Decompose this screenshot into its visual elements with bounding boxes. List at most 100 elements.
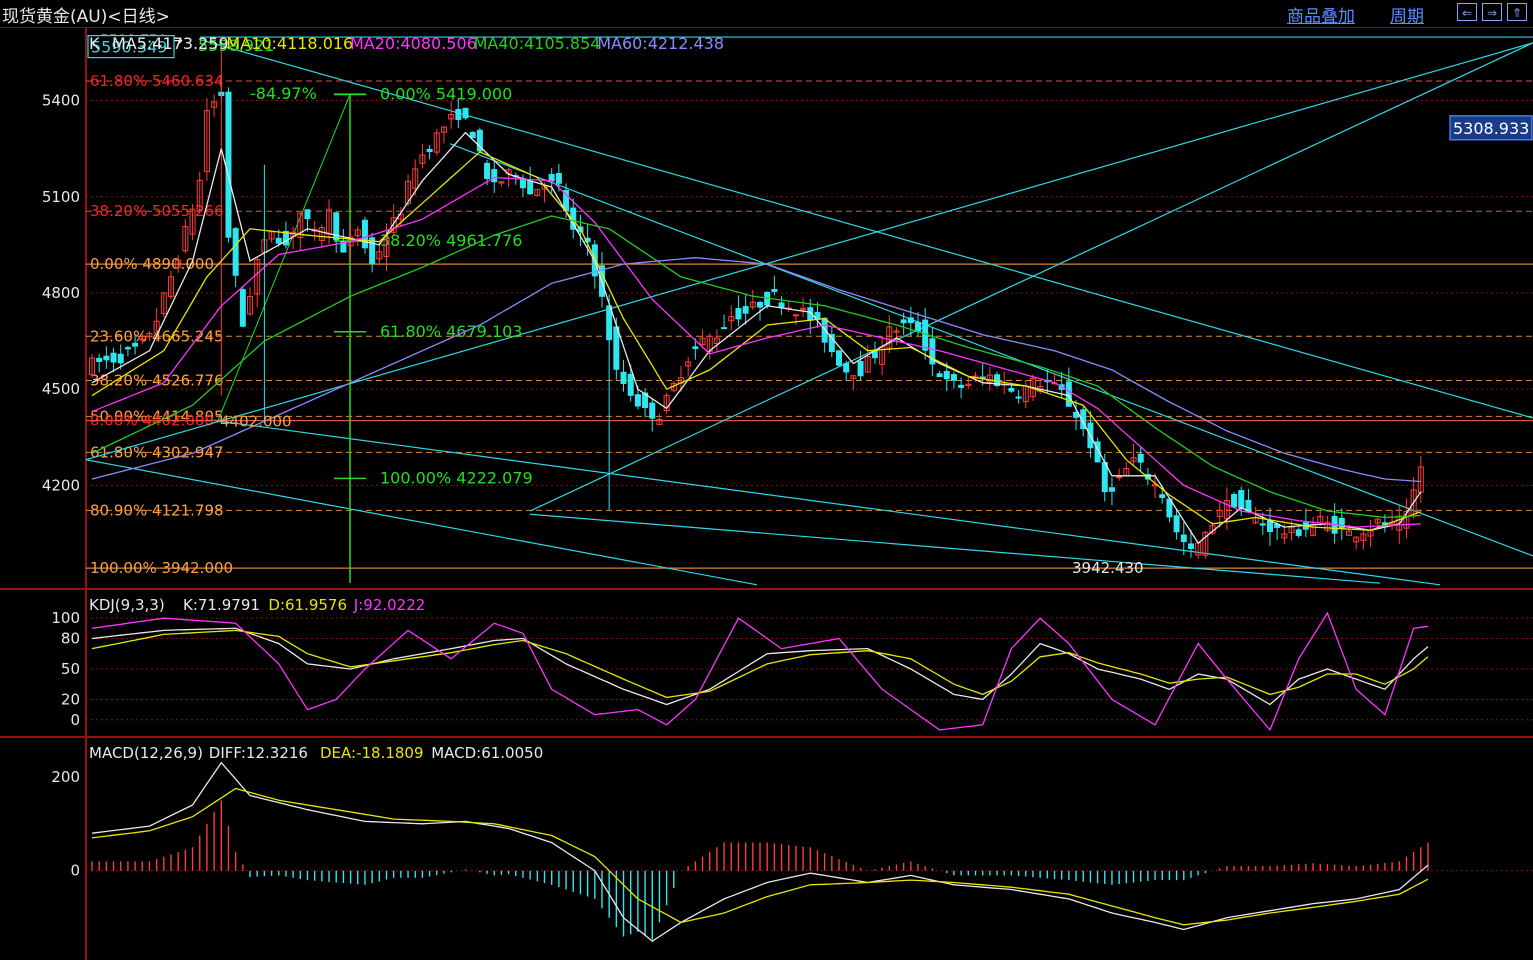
trend-line — [199, 39, 1533, 419]
trend-line — [219, 420, 1441, 586]
period-link[interactable]: 周期 — [1390, 7, 1424, 27]
kdj-k-line — [91, 627, 1429, 706]
ma60-line — [91, 257, 1421, 483]
candle-body — [1159, 494, 1166, 498]
candle-body — [555, 173, 562, 184]
candle-body — [893, 330, 900, 333]
candle-body — [886, 326, 893, 349]
nav-left-icon[interactable]: ⇐ — [1457, 3, 1477, 21]
candle-body — [440, 126, 447, 133]
candle-body — [771, 288, 778, 292]
candle-body — [117, 353, 124, 364]
candle-body — [405, 180, 412, 204]
title-bar: 现货黄金(AU)<日线> 商品叠加 周期 ⇐ ⇒ ⇑ — [0, 0, 1533, 28]
candle-body — [318, 227, 325, 241]
candle-body — [1288, 526, 1295, 534]
candle-body — [685, 361, 692, 367]
fib-level-label: 61.80% 5460.634 — [90, 72, 224, 90]
candle-body — [168, 276, 175, 297]
candle-body — [749, 301, 756, 308]
candle-body — [297, 212, 304, 238]
candle-body — [282, 230, 289, 246]
candle-body — [390, 217, 397, 233]
candle-body — [742, 306, 749, 314]
candle-body — [124, 347, 131, 350]
candle-body — [146, 333, 153, 338]
candle-body — [103, 355, 110, 361]
candle-body — [419, 154, 426, 164]
overlay-commodity-link[interactable]: 商品叠加 — [1287, 7, 1355, 27]
candle-body — [649, 402, 656, 419]
candle-body — [943, 370, 950, 380]
candle-body — [721, 327, 728, 330]
macd-legend-item: DEA:-18.1809 — [320, 744, 424, 762]
candle-body — [548, 173, 555, 182]
main-legend-ma60: MA60:4212.438 — [597, 34, 724, 53]
candle-body — [857, 361, 864, 377]
kdj-legend-item: D:61.9576 — [268, 596, 347, 614]
kdj-ytick-label: 0 — [70, 711, 80, 729]
candle-body — [1065, 381, 1072, 407]
macd-legend-item: MACD:61.0050 — [431, 744, 543, 762]
candle-body — [433, 132, 440, 153]
main-indicator-label: K — [89, 34, 100, 53]
nav-up-icon[interactable]: ⇑ — [1507, 3, 1527, 21]
nav-right-icon[interactable]: ⇒ — [1482, 3, 1502, 21]
candle-body — [361, 219, 368, 249]
candle-body — [1295, 529, 1302, 536]
candle-body — [498, 181, 505, 184]
kdj-j-line — [91, 611, 1429, 732]
candle-body — [247, 296, 254, 315]
crosshair-right-box — [1449, 115, 1533, 141]
candle-body — [534, 189, 541, 196]
low-price-marker: 3942.430 — [1072, 559, 1144, 577]
main-ytick-label: 4800 — [42, 284, 80, 302]
trend-line — [529, 513, 1381, 584]
ma20-line — [91, 176, 1421, 528]
candle-body — [1180, 534, 1187, 543]
candle-body — [986, 374, 993, 383]
candle-body — [1080, 409, 1087, 430]
fib-level-label: 61.80% 4302.947 — [90, 443, 224, 461]
macd-legend-item: MACD(12,26,9) — [89, 744, 203, 762]
candle-body — [1374, 518, 1381, 524]
candle-body — [376, 251, 383, 260]
candle-body — [1137, 453, 1144, 463]
main-legend-ma5: MA5:4173.259 — [112, 34, 229, 53]
candle-body — [1403, 511, 1410, 529]
candle-body — [1187, 543, 1194, 549]
candle-body — [462, 107, 469, 119]
candle-body — [907, 317, 914, 324]
candle-body — [182, 226, 189, 252]
candle-body — [757, 301, 763, 308]
high-price-value: 5598.921 — [198, 36, 274, 55]
candle-body — [1353, 536, 1360, 543]
fib-level-label: 38.20% 4526.776 — [90, 372, 224, 390]
fib-level-label: 80.90% 4121.798 — [90, 501, 224, 519]
main-ytick-label: 4500 — [42, 380, 80, 398]
fib-mid-label: -84.97% — [250, 84, 317, 103]
macd-dea-line — [91, 787, 1429, 926]
ma5-line — [91, 131, 1422, 545]
candle-body — [800, 307, 807, 311]
kdj-ytick-label: 80 — [61, 629, 80, 647]
candle-body — [455, 108, 462, 120]
main-ytick-label: 5400 — [42, 92, 80, 110]
candle-body — [1324, 521, 1331, 531]
fib-level-label: 0.00% 4890.000 — [90, 255, 214, 273]
fib-mid-label: 38.20% 4961.776 — [380, 231, 522, 250]
trend-line — [85, 42, 1533, 461]
candle-body — [132, 342, 139, 347]
main-ytick-label: 5100 — [42, 188, 80, 206]
fib-diagonal-line — [217, 94, 351, 421]
ma10-line — [91, 151, 1422, 531]
candle-body — [340, 241, 347, 253]
crosshair-left-value: 5590.349 — [91, 38, 167, 57]
candle-body — [915, 321, 922, 332]
candle-body — [275, 237, 282, 244]
candle-body — [1345, 530, 1352, 536]
candle-body — [519, 177, 526, 189]
main-legend-ma40: MA40:4105.854 — [474, 34, 601, 53]
trend-line — [85, 459, 758, 586]
